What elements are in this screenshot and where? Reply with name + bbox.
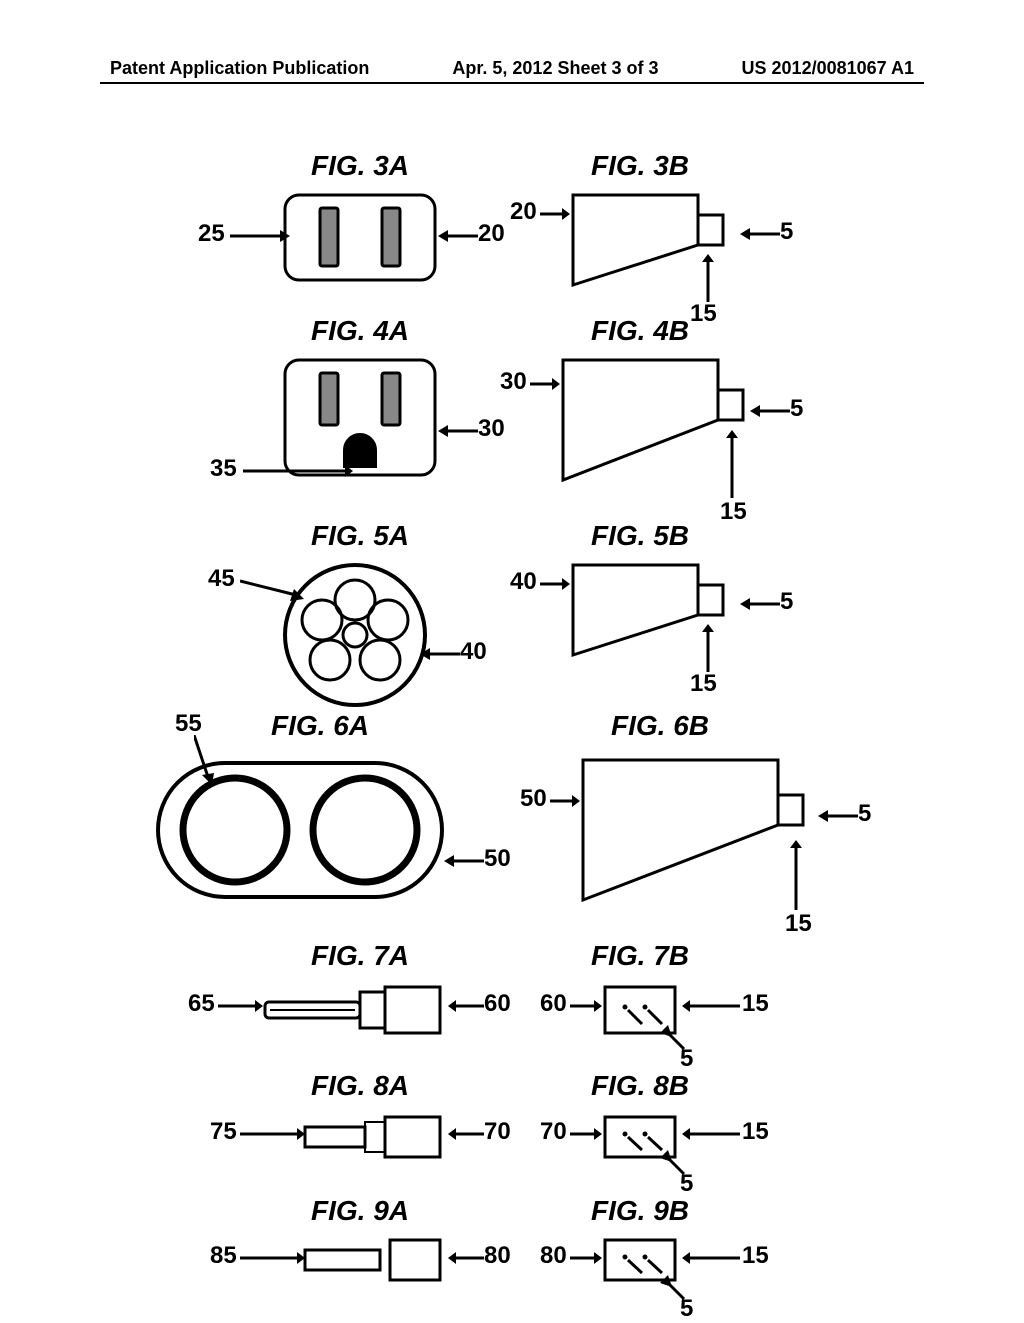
arrow-icon xyxy=(702,624,714,672)
fig-4b-ref-30: 30 xyxy=(500,368,527,396)
fig-9b-title: FIG. 9B xyxy=(540,1195,740,1227)
fig-3a-title: FIG. 3A xyxy=(260,150,460,182)
fig-6a-title: FIG. 6A xyxy=(220,710,420,742)
fig-6b-ref-15: 15 xyxy=(785,910,812,938)
fig-9a-ref-85: 85 xyxy=(210,1242,237,1270)
fig-7b-title: FIG. 7B xyxy=(540,940,740,972)
fig-8b-ref-15: 15 xyxy=(742,1118,769,1146)
arrow-icon xyxy=(230,230,290,242)
arrow-icon xyxy=(240,1128,305,1140)
header-right: US 2012/0081067 A1 xyxy=(742,58,914,79)
header-left: Patent Application Publication xyxy=(110,58,369,79)
fig-5b-ref-15: 15 xyxy=(690,670,717,698)
fig-4a-ref-30: 30 xyxy=(478,415,505,443)
fig-8a-title: FIG. 8A xyxy=(260,1070,460,1102)
arrow-icon xyxy=(570,1252,602,1264)
arrow-icon xyxy=(444,855,484,867)
fig-5b-ref-5: 5 xyxy=(780,588,793,616)
arrow-icon xyxy=(194,735,214,785)
fig-4b-ref-5: 5 xyxy=(790,395,803,423)
fig-3b-ref-5: 5 xyxy=(780,218,793,246)
fig-8a-drawing xyxy=(300,1112,450,1162)
fig-7b-ref-60: 60 xyxy=(540,990,567,1018)
fig-5a-ref-45: 45 xyxy=(208,565,235,593)
fig-3b-ref-20: 20 xyxy=(510,198,537,226)
fig-5a-title: FIG. 5A xyxy=(260,520,460,552)
header-center: Apr. 5, 2012 Sheet 3 of 3 xyxy=(452,58,658,79)
fig-3a-drawing xyxy=(280,190,440,285)
arrow-icon xyxy=(660,1150,690,1180)
arrow-icon xyxy=(750,405,790,417)
arrow-icon xyxy=(540,578,570,590)
fig-7b-ref-15: 15 xyxy=(742,990,769,1018)
fig-5b-title: FIG. 5B xyxy=(540,520,740,552)
fig-8b-ref-70: 70 xyxy=(540,1118,567,1146)
arrow-icon xyxy=(682,1128,740,1140)
fig-3a-ref-20: 20 xyxy=(478,220,505,248)
fig-6b-title: FIG. 6B xyxy=(560,710,760,742)
fig-4a-drawing xyxy=(280,355,440,480)
arrow-icon xyxy=(682,1252,740,1264)
fig-8a-ref-75: 75 xyxy=(210,1118,237,1146)
header-rule xyxy=(100,82,924,84)
arrow-icon xyxy=(240,575,310,605)
fig-8b-title: FIG. 8B xyxy=(540,1070,740,1102)
fig-4b-title: FIG. 4B xyxy=(540,315,740,347)
fig-8a-ref-70: 70 xyxy=(484,1118,511,1146)
arrow-icon xyxy=(702,254,714,302)
fig-7a-ref-60: 60 xyxy=(484,990,511,1018)
arrow-icon xyxy=(740,228,780,240)
fig-6b-ref-5: 5 xyxy=(858,800,871,828)
arrow-icon xyxy=(740,598,780,610)
fig-6b-drawing xyxy=(578,755,818,905)
fig-5b-ref-40: 40 xyxy=(510,568,537,596)
arrow-icon xyxy=(420,648,460,660)
fig-7a-drawing xyxy=(260,982,450,1037)
arrow-icon xyxy=(790,840,802,910)
fig-6a-ref-55: 55 xyxy=(175,710,202,738)
arrow-icon xyxy=(726,430,738,498)
fig-4a-ref-35: 35 xyxy=(210,455,237,483)
fig-3a-ref-25: 25 xyxy=(198,220,225,248)
arrow-icon xyxy=(660,1025,690,1055)
arrow-icon xyxy=(682,1000,740,1012)
arrow-icon xyxy=(818,810,858,822)
fig-9b-ref-15: 15 xyxy=(742,1242,769,1270)
fig-9b-ref-80: 80 xyxy=(540,1242,567,1270)
fig-7a-ref-65: 65 xyxy=(188,990,215,1018)
arrow-icon xyxy=(570,1128,602,1140)
arrow-icon xyxy=(540,208,570,220)
fig-9a-title: FIG. 9A xyxy=(260,1195,460,1227)
arrow-icon xyxy=(550,795,580,807)
arrow-icon xyxy=(240,1252,305,1264)
fig-3b-title: FIG. 3B xyxy=(540,150,740,182)
fig-7a-title: FIG. 7A xyxy=(260,940,460,972)
arrow-icon xyxy=(448,1252,484,1264)
arrow-icon xyxy=(438,230,478,242)
fig-9a-drawing xyxy=(300,1235,450,1285)
arrow-icon xyxy=(448,1000,484,1012)
arrow-icon xyxy=(218,1000,263,1012)
fig-9a-ref-80: 80 xyxy=(484,1242,511,1270)
fig-6a-ref-50: 50 xyxy=(484,845,511,873)
arrow-icon xyxy=(570,1000,602,1012)
arrow-icon xyxy=(448,1128,484,1140)
arrow-icon xyxy=(438,425,478,437)
fig-4a-title: FIG. 4A xyxy=(260,315,460,347)
arrow-icon xyxy=(530,378,560,390)
fig-5a-ref-40: 40 xyxy=(460,638,487,666)
page-header: Patent Application Publication Apr. 5, 2… xyxy=(0,58,1024,79)
arrow-icon xyxy=(660,1275,690,1305)
fig-6b-ref-50: 50 xyxy=(520,785,547,813)
arrow-icon xyxy=(243,465,353,477)
